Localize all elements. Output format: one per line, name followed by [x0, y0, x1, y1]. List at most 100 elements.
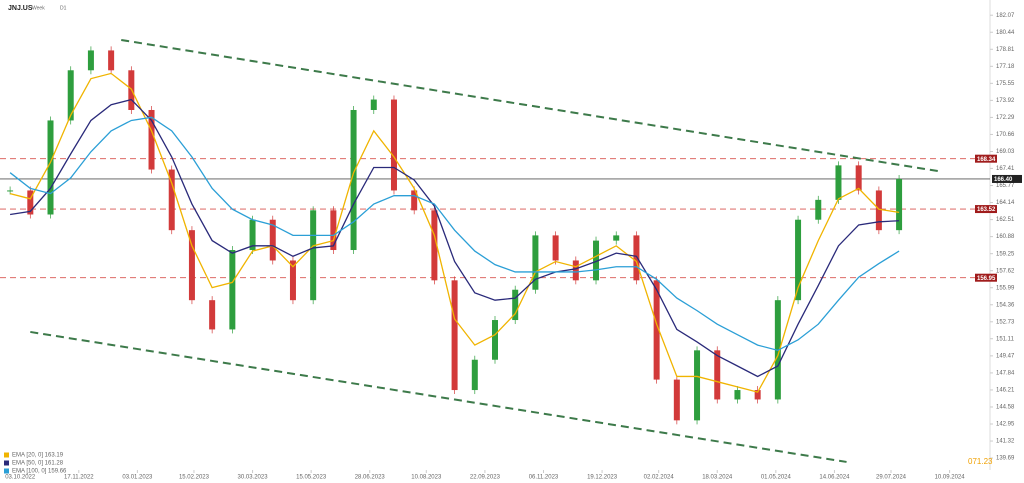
candle-body [451, 280, 458, 391]
x-tick-label: 15.02.2023 [179, 475, 210, 481]
y-tick-label: 144.58 [996, 405, 1015, 411]
candle-body [734, 390, 741, 400]
level-tag [975, 273, 997, 282]
period-note: Week [32, 5, 45, 11]
candle-body [875, 190, 882, 231]
candle-body [168, 169, 175, 231]
candle-body [431, 210, 438, 281]
candle-body [694, 350, 701, 421]
x-tick-label: 17.11.2022 [64, 475, 94, 481]
y-tick-label: 154.36 [996, 302, 1015, 308]
x-tick-label: 22.09.2023 [470, 475, 501, 481]
candle-body [269, 219, 276, 261]
x-tick-label: 18.03.2024 [702, 475, 733, 481]
ema-line [9, 72, 900, 393]
level-label: 156.95 [977, 276, 996, 282]
y-tick-label: 152.73 [996, 319, 1015, 325]
level-label: 166.40 [994, 177, 1013, 183]
legend-entry: EMA [20, 0] 163.19 [12, 453, 64, 459]
y-tick-label: 172.29 [996, 115, 1015, 121]
x-tick-label: 06.11.2023 [529, 475, 559, 481]
candle-body [7, 190, 14, 192]
candle-body [229, 250, 236, 330]
y-tick-label: 151.11 [996, 336, 1015, 342]
legend-entry: EMA [100, 0] 159.66 [12, 469, 67, 475]
y-tick-label: 170.66 [996, 132, 1015, 138]
level-tag [975, 205, 997, 214]
y-tick-label: 146.21 [996, 388, 1015, 394]
y-tick-label: 162.51 [996, 217, 1015, 223]
x-tick-label: 03.01.2023 [122, 475, 153, 481]
x-tick-label: 01.05.2024 [761, 475, 792, 481]
candle-body [795, 219, 802, 301]
candle-body [754, 390, 761, 400]
y-tick-label: 180.44 [996, 30, 1015, 36]
level-tag [975, 154, 997, 163]
candle-body [633, 235, 640, 281]
y-tick-label: 169.03 [996, 149, 1015, 155]
x-tick-label: 03.10.2022 [5, 475, 36, 481]
legend-swatch [4, 468, 9, 474]
candle-body [613, 235, 620, 241]
candle-body [47, 120, 54, 215]
candle-body [896, 178, 903, 231]
y-tick-label: 159.25 [996, 251, 1015, 257]
candle-body [492, 320, 498, 360]
candle-body [552, 235, 559, 261]
candle-body [673, 379, 680, 421]
candle-body [855, 165, 862, 191]
candle-body [188, 230, 195, 301]
timeframe[interactable]: D1 [60, 5, 67, 11]
level-label: 163.52 [977, 207, 996, 213]
symbol: JNJ.US [8, 5, 33, 12]
candle-body [87, 50, 94, 71]
y-tick-label: 160.88 [996, 234, 1015, 240]
candle-body [350, 109, 357, 251]
candle-body [27, 190, 34, 215]
candle-body [471, 359, 478, 391]
x-tick-label: 10.09.2024 [935, 475, 966, 481]
x-tick-label: 19.12.2023 [587, 475, 618, 481]
candle-body [108, 50, 115, 71]
ema-line [9, 116, 900, 352]
trendline [30, 330, 847, 463]
legend-entry: EMA [50, 0] 161.28 [12, 461, 64, 467]
candle-body [653, 280, 660, 380]
candle-body [148, 109, 155, 170]
y-tick-label: 147.84 [996, 370, 1015, 376]
y-tick-label: 141.32 [996, 439, 1015, 445]
candle-body [249, 219, 256, 251]
candle-body [572, 260, 579, 281]
x-tick-label: 14.06.2024 [819, 475, 850, 481]
y-tick-label: 177.18 [996, 64, 1015, 70]
y-tick-label: 164.14 [996, 200, 1015, 206]
y-tick-label: 182.07 [996, 13, 1015, 19]
legend-swatch [4, 452, 9, 458]
x-tick-label: 10.08.2023 [411, 475, 442, 481]
candle-body [289, 260, 296, 301]
y-tick-label: 167.41 [996, 166, 1015, 172]
candle-body [593, 240, 600, 281]
y-tick-label: 175.55 [996, 81, 1015, 87]
candle-body [411, 190, 418, 211]
y-tick-label: 155.99 [996, 285, 1015, 291]
level-tag [992, 174, 1022, 183]
x-tick-label: 29.07.2024 [876, 475, 907, 481]
y-tick-label: 173.92 [996, 98, 1015, 104]
x-tick-label: 30.03.2023 [238, 475, 269, 481]
y-tick-label: 165.77 [996, 183, 1015, 189]
candle-body [835, 165, 842, 200]
ema-line [10, 98, 900, 378]
legend-swatch [4, 460, 9, 466]
level-label: 168.34 [977, 157, 996, 163]
y-tick-label: 157.62 [996, 268, 1015, 274]
x-tick-label: 02.02.2024 [644, 475, 675, 481]
y-tick-label: 139.69 [996, 456, 1015, 462]
x-tick-label: 15.05.2023 [296, 475, 327, 481]
y-tick-label: 178.81 [996, 47, 1015, 53]
candle-body [532, 235, 539, 290]
y-tick-label: 142.95 [996, 422, 1015, 428]
candle-body [209, 300, 216, 330]
x-tick-label: 28.06.2023 [355, 475, 386, 481]
